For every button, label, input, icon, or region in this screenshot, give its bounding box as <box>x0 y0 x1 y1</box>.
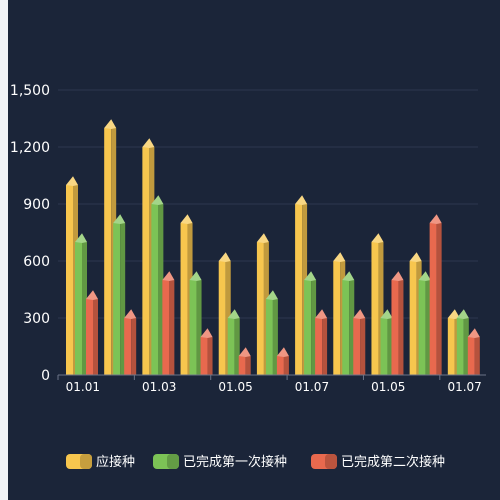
bar[interactable] <box>467 328 480 375</box>
x-tick-label: 01.03 <box>142 380 176 394</box>
legend-label: 应接种 <box>96 454 135 470</box>
y-tick-label: 600 <box>23 254 50 270</box>
bar[interactable] <box>151 195 164 375</box>
bar[interactable] <box>315 309 328 375</box>
y-tick-label: 300 <box>23 311 50 327</box>
legend: 应接种 已完成第一次接种 已完成第二次接种 <box>66 454 445 470</box>
bar[interactable] <box>200 328 213 375</box>
legend-label: 已完成第一次接种 <box>183 454 287 470</box>
legend-label: 已完成第二次接种 <box>341 454 445 470</box>
legend-item[interactable]: 已完成第二次接种 <box>311 454 445 470</box>
y-tick-label: 1,200 <box>10 140 50 156</box>
legend-swatch-shade <box>325 454 337 469</box>
legend-item[interactable]: 应接种 <box>66 454 135 470</box>
bar[interactable] <box>342 271 355 375</box>
bar[interactable] <box>353 309 366 375</box>
bar[interactable] <box>75 233 87 375</box>
legend-swatch-shade <box>80 454 92 469</box>
bar[interactable] <box>380 309 393 375</box>
x-axis: 01.01 01.03 01.05 01.07 01.05 01.07 <box>57 374 486 394</box>
gridlines <box>58 89 478 319</box>
bar[interactable] <box>86 290 98 375</box>
x-tick-label: 01.07 <box>295 380 329 394</box>
legend-swatch-shade <box>167 454 179 469</box>
bar[interactable] <box>456 309 469 375</box>
bar[interactable] <box>429 214 442 375</box>
y-axis: 0 300 600 900 1,200 1,500 <box>10 83 50 384</box>
legend-item[interactable]: 已完成第一次接种 <box>153 454 287 470</box>
bar[interactable] <box>124 309 137 375</box>
bar[interactable] <box>265 290 278 375</box>
chart-panel: 0 300 600 900 1,200 1,500 01.01 01.03 01.05 01.0… <box>8 0 500 500</box>
x-tick-label: 01.07 <box>447 380 481 394</box>
bar[interactable] <box>227 309 240 375</box>
bar[interactable] <box>113 214 126 375</box>
bar[interactable] <box>238 347 251 375</box>
y-tick-label: 900 <box>23 197 50 213</box>
bar[interactable] <box>276 347 289 375</box>
x-tick-label: 01.05 <box>371 380 405 394</box>
bar[interactable] <box>162 271 175 375</box>
bar[interactable] <box>418 271 431 375</box>
bar[interactable] <box>189 271 202 375</box>
y-tick-label: 1,500 <box>10 83 50 99</box>
bar[interactable] <box>371 233 384 375</box>
bar-series <box>66 119 480 375</box>
x-tick-label: 01.05 <box>218 380 252 394</box>
bar[interactable] <box>391 271 404 375</box>
x-tick-label: 01.01 <box>66 380 100 394</box>
bar[interactable] <box>304 271 317 375</box>
y-tick-label: 0 <box>41 368 50 384</box>
